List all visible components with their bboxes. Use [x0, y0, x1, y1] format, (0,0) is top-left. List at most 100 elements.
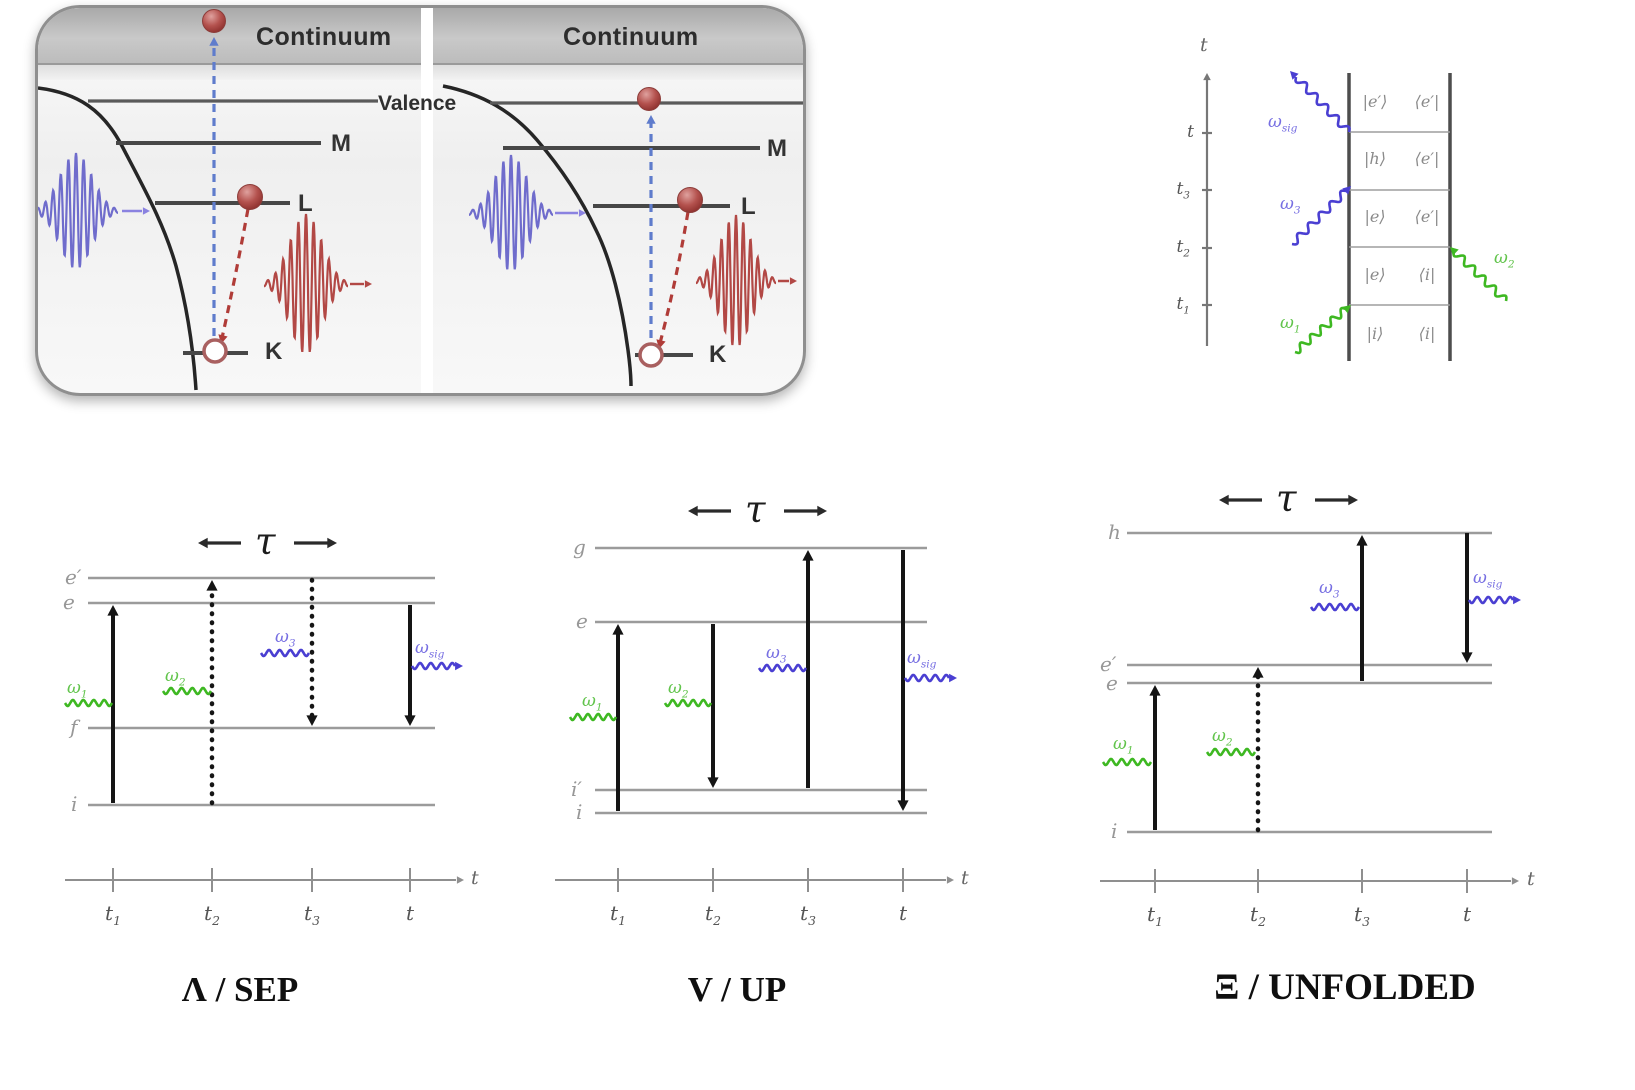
level-label-third: f: [70, 715, 78, 739]
m-shell-label: M: [767, 135, 787, 162]
omega-sig-label: ωsig: [907, 648, 937, 671]
tau-label: τ: [745, 488, 766, 531]
tick-label-t: t: [898, 901, 908, 925]
level-label-top: e′: [65, 565, 82, 589]
tau-label: τ: [255, 520, 276, 563]
pulse-squiggles: [1101, 595, 1521, 767]
tick-label-t1: t1: [610, 901, 626, 928]
pump-pulse-wavepacket: [38, 152, 150, 268]
omega-sig-label: ωsig: [1473, 568, 1503, 591]
potential-curve: [38, 86, 198, 391]
tick-label-t: t: [1462, 902, 1472, 926]
k-shell-label: K: [265, 338, 283, 365]
level-label-second: e: [576, 609, 588, 633]
omega-sig-label: ωsig: [1268, 112, 1298, 135]
continuum-band: [38, 8, 421, 65]
tau-delay-arrows: [198, 537, 337, 549]
omega-1-label: ω1: [582, 691, 603, 714]
decay-arrow: [218, 208, 250, 344]
level-label-bottom: i: [576, 800, 583, 824]
energy-levels: [88, 576, 435, 807]
pulse-squiggles: [568, 663, 957, 722]
omega-3-arrow: [1291, 186, 1351, 246]
tick-label-t2: t2: [705, 901, 721, 928]
time-axis: [555, 868, 954, 892]
potential-curve: [442, 84, 633, 387]
omega-1-label: ω1: [67, 678, 88, 701]
l-shell-label: L: [741, 193, 756, 220]
tau-delay-arrows: [1219, 494, 1358, 506]
bra-label: ⟨i|: [1418, 265, 1436, 284]
omega-3-label: ω3: [1280, 194, 1301, 217]
level-label-second: e′: [1100, 652, 1117, 676]
feynman-diagram: t t t3 t2 t1 |e′⟩ ⟨e′| |h⟩ ⟨e′| |e⟩ ⟨e′|…: [1130, 28, 1550, 378]
ket-label: |i⟩: [1366, 324, 1384, 343]
core-hole: [202, 338, 228, 364]
ket-label: |e⟩: [1364, 207, 1386, 226]
caption-xi-unfolded: Ξ / UNFOLDED: [1214, 967, 1476, 1008]
pulse-squiggles: [63, 648, 463, 708]
valence-electron-ball: [637, 87, 661, 111]
omega-3-label: ω3: [766, 643, 787, 666]
k-shell-label: K: [709, 341, 727, 368]
time-axis-title: t: [471, 867, 479, 889]
transition-arrows: [1149, 533, 1473, 833]
m-shell-label: M: [331, 130, 351, 157]
emission-pulse-wavepacket: [263, 213, 372, 353]
feynman-tick-t1: t1: [1176, 294, 1190, 317]
tick-label-t1: t1: [105, 901, 121, 928]
decay-arrow: [656, 211, 690, 349]
time-axis: [1100, 869, 1519, 893]
level-label-third: i′: [571, 777, 582, 801]
continuum-band: [433, 8, 803, 65]
feynman-tick-t: t: [1187, 122, 1194, 142]
tick-label-t3: t3: [1354, 902, 1370, 929]
excitation-arrow: [646, 115, 656, 338]
l-shell-label: L: [298, 190, 313, 217]
time-axis-title: t: [1527, 868, 1535, 890]
level-label-third: e: [1106, 671, 1118, 695]
tau-label: τ: [1276, 477, 1297, 520]
continuum-label: Continuum: [563, 23, 699, 51]
omega-sig-arrow: [1290, 71, 1351, 133]
tau-delay-arrows: [688, 505, 827, 517]
tick-label-t: t: [405, 901, 415, 925]
feynman-ladder: [1347, 73, 1452, 361]
feynman-time-axis: [1202, 73, 1212, 346]
omega-1-arrow: [1294, 305, 1351, 355]
bra-label: ⟨e′|: [1414, 149, 1440, 168]
transition-arrows: [107, 577, 416, 806]
wmel-v-diagram: τ g e i′ i ω1 ω2 ω3 ωsig t1 t2 t3 t t: [545, 460, 985, 930]
omega-1-label: ω1: [1280, 313, 1301, 336]
feynman-tick-t2: t2: [1176, 237, 1190, 260]
photoelectron-ball: [202, 9, 226, 33]
level-label-top: g: [573, 535, 586, 559]
omega-3-label: ω3: [1319, 578, 1340, 601]
atomic-panels-card: Valence Continuum M L K: [35, 5, 806, 396]
valence-level-label: Valence: [378, 92, 457, 115]
l-electron-ball: [677, 187, 703, 213]
wmel-xi-diagram: τ h e′ e i ω1 ω2 ω3 ωsig t1 t2 t3 t t: [1085, 440, 1555, 940]
omega-sig-label: ωsig: [415, 638, 445, 661]
caption-lambda-sep: Λ / SEP: [181, 970, 299, 1009]
ket-label: |h⟩: [1364, 149, 1386, 168]
bra-label: ⟨i|: [1418, 324, 1436, 343]
level-label-top: h: [1108, 520, 1121, 544]
tick-label-t2: t2: [1250, 902, 1266, 929]
omega-2-label: ω2: [668, 678, 689, 701]
omega-2-label: ω2: [1212, 726, 1233, 749]
atomic-panel-valence-excitation: Continuum M L K: [433, 8, 803, 393]
level-label-bottom: i: [1111, 819, 1118, 843]
transition-arrows: [612, 550, 909, 811]
bra-label: ⟨e′|: [1414, 207, 1440, 226]
atomic-panel-ionization: Continuum M L K: [38, 8, 421, 393]
panel-divider: [421, 8, 433, 393]
continuum-subband: [433, 65, 803, 80]
caption-v-up: V / UP: [687, 970, 787, 1009]
omega-1-label: ω1: [1113, 734, 1134, 757]
omega-2-label: ω2: [1494, 248, 1515, 271]
core-hole: [638, 342, 664, 368]
omega-2-arrow: [1450, 247, 1508, 302]
ket-label: |e⟩: [1364, 265, 1386, 284]
